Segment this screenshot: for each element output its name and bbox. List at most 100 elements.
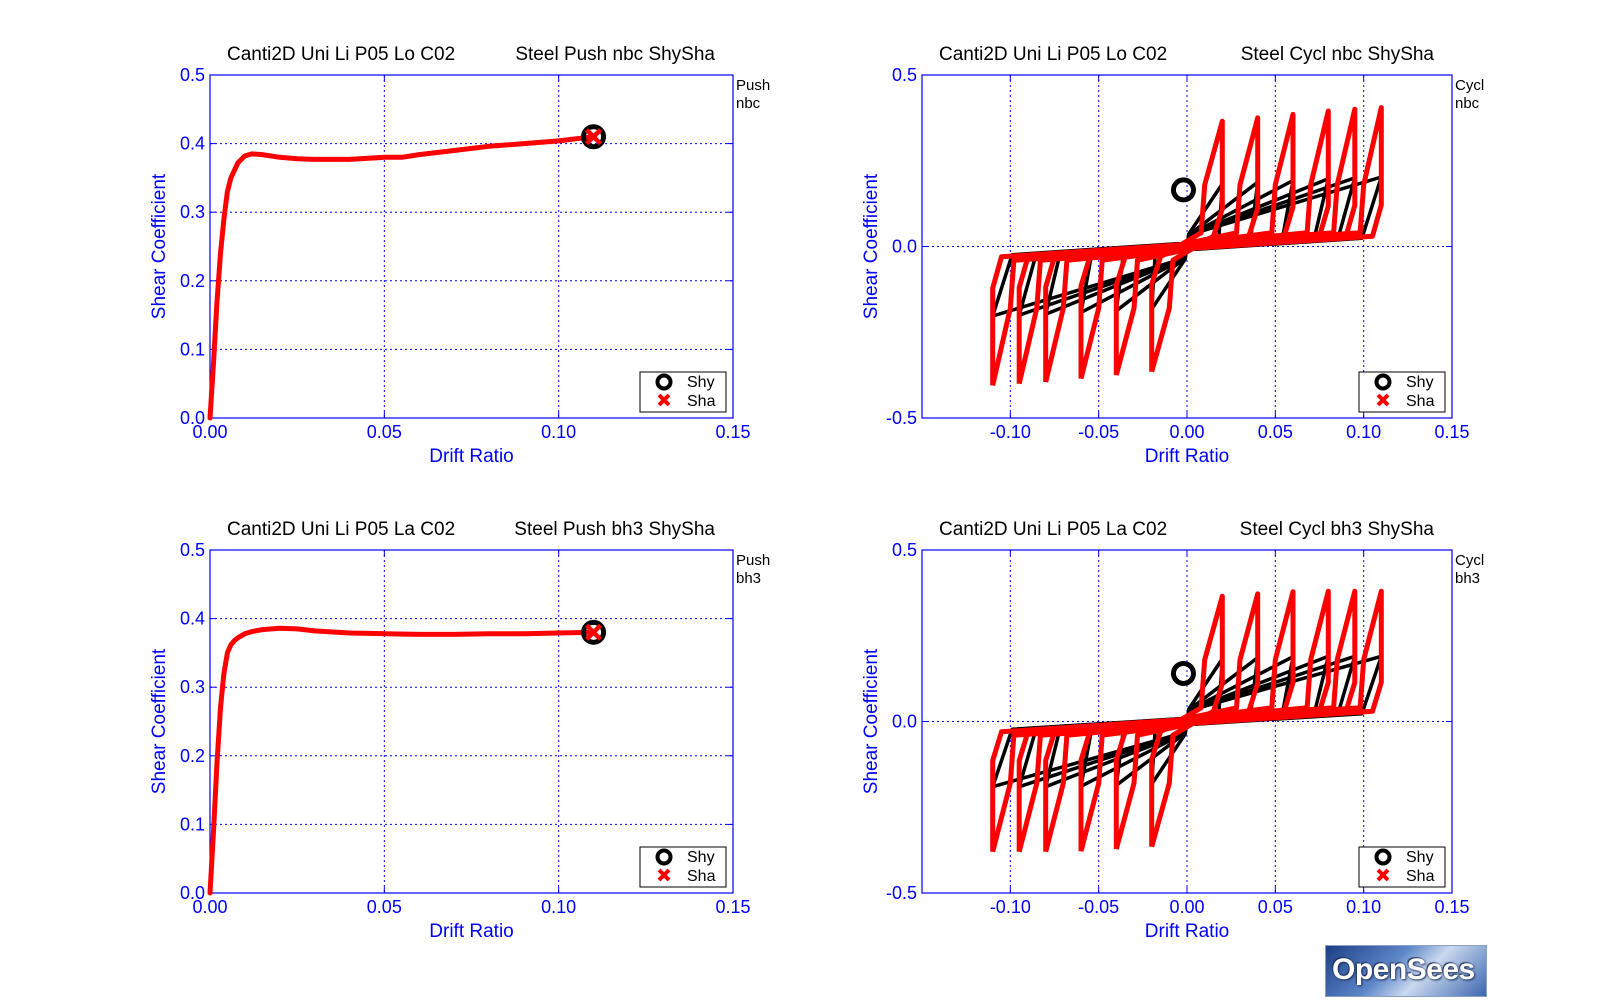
side-label: Push [736, 77, 770, 94]
cyclic-curve-red [1149, 118, 1225, 373]
y-tick-label: 0.1 [180, 814, 205, 834]
chart-title-right: Steel Cycl bh3 ShySha [1240, 519, 1435, 540]
cyclic-curve-red [1016, 588, 1358, 853]
side-label: nbc [1455, 95, 1480, 112]
cyclic-curve-red [1113, 591, 1261, 850]
side-label: Cycl [1455, 552, 1484, 569]
chart-p3: 0.00 0.05 0.10 0.15 0.0 0.1 0.2 0.3 0.4 0.5 Drift … [149, 519, 770, 942]
y-tick-label: 0.3 [180, 677, 205, 697]
y-tick-label: 0.3 [180, 202, 205, 222]
push-curve [207, 134, 596, 421]
x-tick-label: 0.00 [192, 897, 227, 917]
y-tick-label: 0.4 [180, 609, 205, 629]
cyclic-curve-red [1043, 108, 1331, 383]
y-tick-label: 0.0 [892, 237, 917, 257]
x-axis-label: Drift Ratio [429, 921, 513, 942]
y-tick-label: 0.5 [180, 540, 205, 560]
y-tick-label: 0.0 [892, 712, 917, 732]
legend-shy-label: Shy [1406, 849, 1434, 866]
y-tick-label: 0.0 [180, 883, 205, 903]
legend-shy-icon [655, 373, 673, 391]
legend-shy-label: Shy [687, 374, 715, 391]
x-tick-label: 0.15 [1434, 422, 1469, 442]
legend-sha-label: Sha [687, 393, 716, 410]
opensees-logo: OpenSees [1325, 945, 1487, 997]
y-tick-label: -0.5 [886, 883, 917, 903]
x-tick-label: 0.15 [715, 422, 750, 442]
legend-sha-stroke [1376, 393, 1390, 407]
legend-sha-stroke [1376, 868, 1390, 882]
x-tick-label: 0.10 [541, 897, 576, 917]
y-tick-label: 0.5 [892, 65, 917, 85]
chart-title-left: Canti2D Uni Li P05 La C02 [227, 519, 455, 540]
cyclic-curve-red [1078, 589, 1296, 852]
y-tick-label: 0.5 [892, 540, 917, 560]
sha-stroke [584, 623, 603, 641]
legend: Shy Sha [639, 371, 727, 413]
sha-marker [584, 623, 603, 641]
legend-sha-stroke [657, 868, 671, 882]
side-label: Cycl [1455, 77, 1484, 94]
side-label: nbc [736, 95, 761, 112]
x-tick-label: 0.15 [1434, 897, 1469, 917]
x-axis-label: Drift Ratio [429, 446, 513, 467]
legend-sha-label: Sha [1406, 868, 1435, 885]
y-tick-label: 0.0 [180, 408, 205, 428]
y-tick-label: 0.1 [180, 339, 205, 359]
x-tick-label: 0.05 [1258, 422, 1293, 442]
x-tick-label: -0.10 [990, 422, 1031, 442]
legend-sha-label: Sha [687, 868, 716, 885]
x-tick-label: 0.10 [1346, 897, 1381, 917]
chart-p2: -0.10 -0.05 0.00 0.05 0.10 0.15 -0.5 0.0 0.5 Drif… [861, 44, 1484, 467]
legend-shy-icon [1374, 373, 1392, 391]
x-tick-label: 0.05 [367, 422, 402, 442]
cyclic-curve-red [1149, 593, 1225, 848]
x-tick-label: 0.05 [367, 897, 402, 917]
y-tick-label: 0.2 [180, 746, 205, 766]
side-label: bh3 [736, 570, 761, 587]
chart-title-right: Steel Cycl nbc ShySha [1241, 44, 1435, 65]
legend: Shy Sha [1358, 846, 1446, 888]
cyclic-curve-red [1043, 588, 1331, 853]
x-tick-label: 0.00 [1169, 422, 1204, 442]
chart-title-right: Steel Push nbc ShySha [515, 44, 715, 65]
y-axis-label: Shear Coefficient [861, 173, 882, 319]
y-axis-label: Shear Coefficient [861, 648, 882, 794]
x-tick-label: -0.05 [1078, 422, 1119, 442]
axes-frame [209, 74, 734, 419]
cyclic-curve-red [1016, 106, 1358, 385]
legend-sha-stroke [657, 393, 671, 407]
x-axis-label: Drift Ratio [1145, 921, 1229, 942]
axes-frame [209, 549, 734, 894]
legend-box [1358, 371, 1446, 413]
sha-marker [584, 128, 603, 146]
x-tick-label: 0.05 [1258, 897, 1293, 917]
legend-shy-icon [1374, 848, 1392, 866]
y-axis-label: Shear Coefficient [149, 648, 170, 794]
legend-sha-label: Sha [1406, 393, 1435, 410]
legend-box [1358, 846, 1446, 888]
cyclic-curve-red [1113, 115, 1261, 376]
y-tick-label: 0.4 [180, 134, 205, 154]
y-tick-label: 0.2 [180, 271, 205, 291]
side-label: Push [736, 552, 770, 569]
x-tick-label: -0.10 [990, 897, 1031, 917]
shy-marker [1170, 660, 1196, 686]
chart-title-left: Canti2D Uni Li P05 Lo C02 [939, 44, 1167, 65]
y-tick-label: 0.5 [180, 65, 205, 85]
shy-marker [1170, 177, 1196, 203]
y-tick-label: -0.5 [886, 408, 917, 428]
x-tick-label: 0.00 [192, 422, 227, 442]
push-curve [207, 625, 596, 896]
shy-marker [581, 619, 607, 645]
legend-box [639, 846, 727, 888]
x-tick-label: 0.00 [1169, 897, 1204, 917]
sha-stroke [584, 128, 603, 146]
chart-title-left: Canti2D Uni Li P05 La C02 [939, 519, 1167, 540]
legend: Shy Sha [639, 846, 727, 888]
x-axis-label: Drift Ratio [1145, 446, 1229, 467]
x-tick-label: 0.10 [1346, 422, 1381, 442]
legend-shy-label: Shy [1406, 374, 1434, 391]
x-tick-label: 0.10 [541, 422, 576, 442]
